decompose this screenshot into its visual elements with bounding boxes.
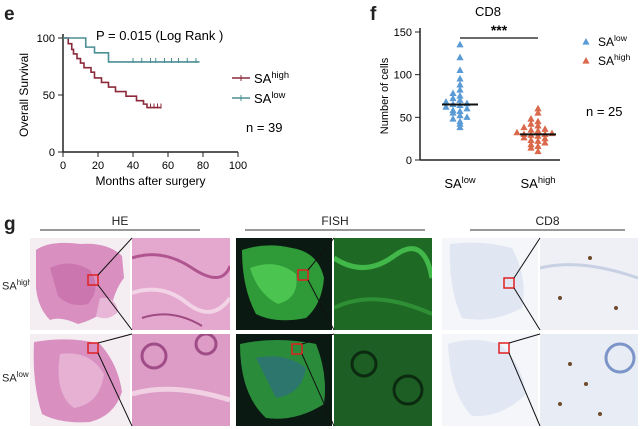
data-point-low [456,86,464,93]
y-tick-label: 0 [49,147,55,159]
y-axis-label: Overall Survival [17,53,31,137]
sample-size: n = 39 [246,120,283,135]
data-point-low [449,94,457,102]
legend-label-high: SAhigh [598,52,631,68]
group-cd8: CD8 [535,214,560,228]
panel-label-e: e [4,4,15,25]
data-point-high [527,126,535,133]
y-tick-label: 50 [43,90,55,102]
data-point-high [534,132,542,139]
y-tick-label: 50 [400,112,412,124]
data-point-high [527,140,535,148]
data-point-low [456,92,464,99]
y-axis-label: Number of cells [379,57,391,134]
cd8-high-overview [442,238,538,330]
data-point-high [513,128,521,136]
data-point-high [527,120,535,127]
data-point-high [527,115,535,122]
data-point-low [456,74,464,82]
data-point-high [534,126,542,134]
x-category-high: SAhigh [520,175,555,191]
x-axis-label: Months after surgery [95,174,205,188]
fish-low-zoom [334,334,432,426]
data-point-low [442,103,450,110]
data-point-low [456,40,464,48]
data-point-high [534,147,542,155]
data-point-low [449,106,457,114]
data-point-low [456,96,464,103]
fish-high-zoom [334,238,432,330]
legend-marker-high [582,57,590,64]
data-point-high [534,137,542,144]
y-tick-label: 0 [406,155,412,167]
chart-title: CD8 [475,4,501,19]
x-tick-label: 60 [162,160,174,172]
y-tick-label: 100 [394,70,412,82]
cd8-high-zoom [540,238,638,330]
y-tick-label: 100 [37,33,55,45]
row-label-low: SAlow [2,370,29,385]
survival-chart: 0 50 100 0 20 40 60 80 100 Months after surgery Ov… [17,28,289,188]
sample-size: n = 25 [586,104,623,119]
data-point-low [456,107,464,114]
significance-stars: *** [491,22,508,38]
x-tick-label: 0 [60,160,66,172]
data-point-low [456,123,464,131]
row-label-high: SAhigh [2,278,32,293]
he-high-zoom [132,238,230,330]
panel-label-f: f [370,4,377,25]
data-point-low [442,97,450,105]
data-point-high [527,136,535,143]
data-point-low [449,115,457,122]
group-he: HE [111,214,129,228]
data-point-low [456,53,464,61]
he-low-overview [30,334,130,426]
data-point-high [534,142,542,149]
group-fish: FISH [321,214,349,228]
fish-high-overview [236,238,332,330]
panel-label-g: g [4,214,16,235]
data-point-low [463,104,471,112]
x-tick-label: 40 [127,160,139,172]
data-point-high [534,121,542,129]
cd8-low-zoom [540,334,638,426]
x-category-low: SAlow [444,175,476,191]
x-tick-label: 100 [229,160,247,172]
log-rank-annotation: P = 0.015 (Log Rank ) [96,28,223,43]
data-point-low [456,66,464,73]
cd8-scatter-chart: CD8 0 50 100 150 Number of cells SAlow SAhigh SA… [379,4,631,191]
fish-low-overview [236,334,332,426]
cd8-low-overview [442,334,538,426]
data-point-low [456,80,464,88]
legend-marker-low [582,38,590,45]
data-point-high [541,138,549,146]
x-tick-label: 80 [197,160,209,172]
data-point-high [520,123,528,131]
legend-label-low: SAlow [254,90,286,106]
legend-label-low: SAlow [598,33,628,49]
data-point-high [520,133,528,141]
group-header-lines [40,229,625,231]
he-high-overview [30,238,130,330]
data-point-low [456,111,464,119]
survival-curve-low [63,37,200,63]
he-low-zoom [132,334,230,426]
data-point-high [541,134,549,142]
data-point-high [541,125,549,132]
data-point-low [449,89,457,97]
legend-label-high: SAhigh [254,70,289,86]
y-tick-label: 150 [394,27,412,39]
data-point-high [534,109,542,116]
data-point-low [463,113,471,120]
data-point-high [534,117,542,125]
data-point-low [456,117,464,125]
data-point-high [534,104,542,112]
x-tick-label: 20 [92,160,104,172]
data-point-high [527,144,535,151]
survival-curve-high [63,37,161,109]
